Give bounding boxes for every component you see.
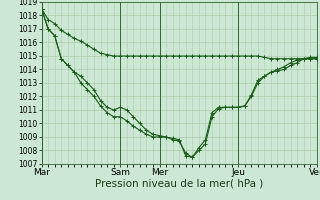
X-axis label: Pression niveau de la mer( hPa ): Pression niveau de la mer( hPa ) [95, 179, 263, 189]
